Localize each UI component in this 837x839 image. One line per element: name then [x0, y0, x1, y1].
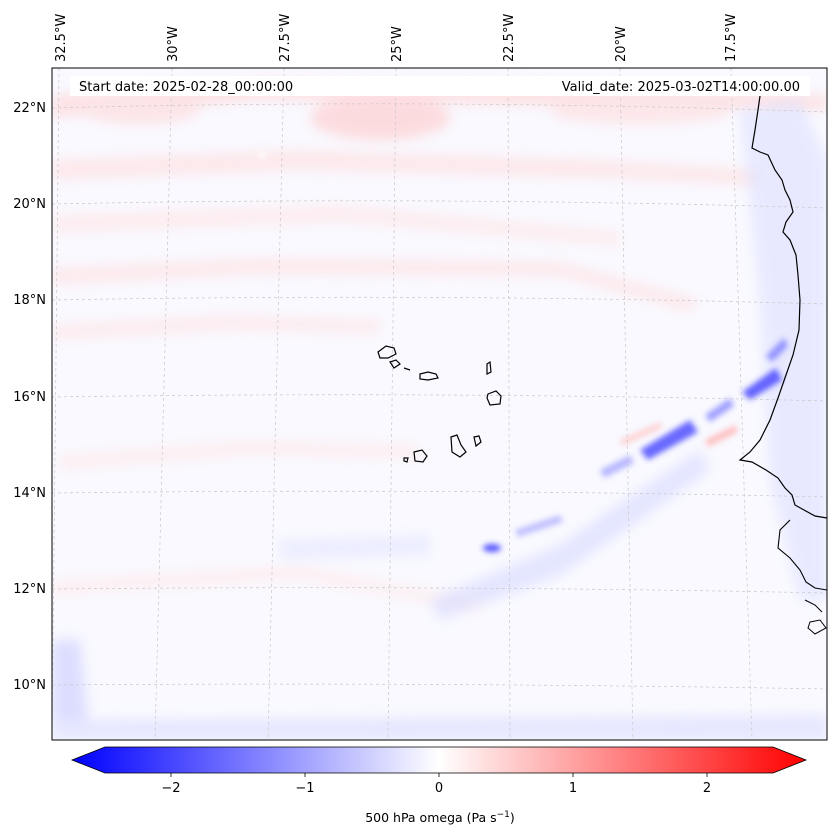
island-brava — [403, 457, 409, 463]
coastline-africa — [738, 95, 827, 519]
omega-band-positive — [60, 440, 420, 470]
graticule-line — [507, 68, 511, 740]
island-sao-nicolau — [419, 371, 439, 381]
lon-tick-label: 32.5°W — [54, 14, 69, 62]
omega-patch-positive — [310, 96, 450, 140]
colorbar-label-end: ) — [510, 810, 515, 825]
omega-band-positive — [52, 258, 700, 312]
graticule — [52, 68, 827, 740]
lat-tick-label: 10°N — [13, 678, 46, 693]
island-sao-vicente — [389, 359, 401, 369]
graticule-line — [52, 200, 827, 209]
graticule-line — [52, 394, 827, 402]
lat-tick-label: 14°N — [13, 486, 46, 501]
lat-tick-label: 20°N — [13, 197, 46, 212]
omega-band-positive — [52, 315, 380, 340]
colorbar: −2 −1 0 1 2 500 hPa omega (Pa s−1) — [70, 746, 808, 825]
lon-tick-label: 30°W — [166, 26, 181, 62]
lon-tick-label: 25°W — [390, 26, 405, 62]
omega-region-negative — [52, 715, 827, 740]
island-boa-vista — [486, 390, 502, 406]
omega-patch-positive — [550, 100, 730, 124]
graticule-line — [52, 587, 827, 594]
map-panel[interactable]: Start date: 2025-02-28_00:00:00 Valid_da… — [51, 67, 828, 741]
omega-core-positive — [620, 422, 662, 446]
lat-tick-label: 22°N — [13, 101, 46, 116]
island-fogo — [413, 449, 428, 463]
start-date-label: Start date: 2025-02-28_00:00:00 — [79, 80, 293, 95]
omega-core-negative — [640, 420, 698, 460]
island-santa-luzia — [403, 367, 411, 371]
graticule-line — [52, 683, 827, 690]
colorbar-tick-label: 1 — [569, 781, 577, 796]
graticule-line — [730, 68, 753, 740]
omega-band-positive — [52, 565, 480, 612]
island-sal — [486, 360, 492, 375]
lon-tick-label: 17.5°W — [724, 14, 739, 62]
header-bar — [70, 76, 810, 96]
graticule-line — [52, 296, 827, 305]
omega-core-negative — [742, 368, 782, 400]
graticule-line — [52, 68, 60, 740]
island-santo-antao — [377, 345, 397, 359]
latitude-axis: 22°N 20°N 18°N 16°N 14°N 12°N 10°N — [13, 101, 46, 693]
omega-core-negative — [600, 455, 634, 478]
map-frame — [51, 67, 828, 741]
graticule-line — [619, 68, 634, 740]
omega-core-negative — [515, 515, 563, 537]
lon-tick-label: 27.5°W — [278, 14, 293, 62]
lat-tick-label: 18°N — [13, 293, 46, 308]
colorbar-label-main: 500 hPa omega (Pa s — [365, 810, 496, 825]
coastline-guinea-bissau — [777, 519, 827, 591]
graticule-line — [52, 103, 827, 113]
lat-tick-label: 16°N — [13, 390, 46, 405]
cape-verde-islands — [377, 345, 502, 463]
omega-band-positive — [52, 150, 760, 185]
omega-core-negative — [766, 338, 788, 362]
omega-core-negative — [705, 398, 734, 422]
omega-core-positive — [705, 425, 738, 447]
colorbar-tick-label: 0 — [435, 781, 443, 796]
colorbar-label: 500 hPa omega (Pa s−1) — [365, 810, 515, 825]
island-santiago — [450, 434, 467, 458]
lon-tick-label: 22.5°W — [502, 14, 517, 62]
omega-core-negative — [483, 544, 501, 552]
omega-field — [52, 68, 827, 740]
omega-patch-positive — [80, 96, 200, 124]
graticule-line — [267, 68, 285, 740]
omega-region-negative — [52, 640, 90, 740]
coastline-bijagos — [804, 599, 827, 635]
island-maio — [473, 435, 482, 448]
colorbar-tick-label: 2 — [703, 781, 711, 796]
colorbar-ticks: −2 −1 0 1 2 — [161, 773, 711, 796]
omega-band-negative — [280, 535, 430, 560]
graticule-line — [387, 68, 397, 740]
longitude-axis: 32.5°W 30°W 27.5°W 25°W 22.5°W 20°W 17.5… — [54, 14, 739, 62]
valid-date-label: Valid_date: 2025-03-02T14:00:00.00 — [562, 80, 800, 95]
omega-band-negative — [430, 450, 710, 620]
colorbar-tick-label: −1 — [295, 781, 314, 796]
lon-tick-label: 20°W — [614, 26, 629, 62]
colorbar-tick-label: −2 — [161, 781, 180, 796]
graticule-line — [52, 490, 827, 498]
omega-core-zero — [258, 152, 266, 158]
omega-band-positive — [52, 205, 620, 246]
lat-tick-label: 12°N — [13, 582, 46, 597]
colorbar-bar — [70, 746, 808, 774]
graticule-line — [154, 68, 173, 740]
colorbar-label-exponent: −1 — [497, 810, 510, 820]
